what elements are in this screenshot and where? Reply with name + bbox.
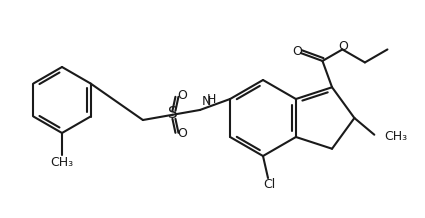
Text: O: O: [178, 127, 187, 140]
Text: O: O: [178, 89, 187, 102]
Text: O: O: [292, 44, 302, 58]
Text: O: O: [338, 40, 348, 53]
Text: CH₃: CH₃: [384, 130, 408, 143]
Text: Cl: Cl: [263, 179, 275, 191]
Text: H: H: [207, 93, 216, 106]
Text: N: N: [201, 95, 211, 108]
Text: S: S: [167, 106, 177, 121]
Text: CH₃: CH₃: [51, 155, 74, 169]
